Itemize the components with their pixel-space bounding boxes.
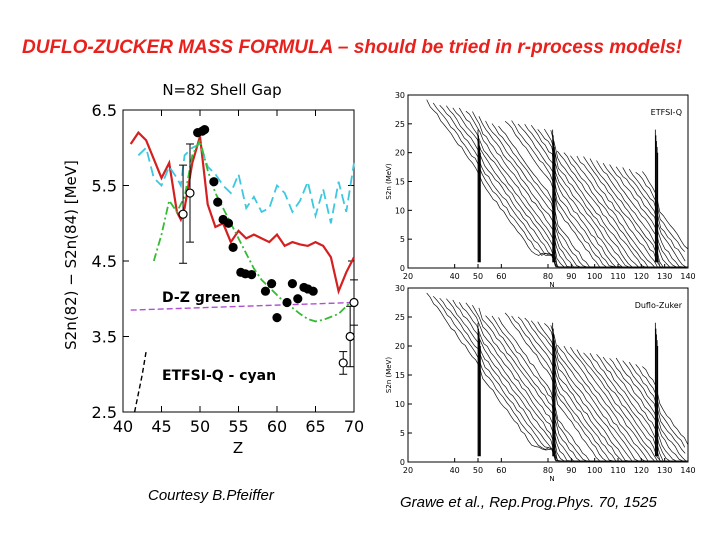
open-data-point: [185, 188, 195, 198]
series-line-etfsi-q: [137, 142, 355, 224]
x-tick-label: 110: [610, 466, 625, 475]
x-tick-label: 60: [496, 466, 506, 475]
data-point: [200, 125, 210, 135]
x-tick-label: 80: [543, 272, 553, 281]
x-axis-label: N: [549, 475, 554, 483]
y-tick-label: 20: [395, 342, 405, 351]
isotope-chain-curve: [635, 364, 686, 448]
x-tick-label: 55: [228, 417, 248, 436]
y-axis-label: S2n (MeV): [385, 357, 393, 393]
slide-title: DUFLO-ZUCKER MASS FORMULA – should be tr…: [22, 37, 683, 58]
y-axis-label: S2n(82) − S2n(84) [MeV]: [62, 160, 80, 350]
y-axis-label: S2n (MeV): [385, 163, 393, 199]
data-point: [209, 177, 219, 187]
isotope-chain-curve: [602, 163, 688, 268]
y-tick-label: 30: [395, 91, 405, 100]
y-tick-label: 10: [395, 206, 405, 215]
isotope-chain-curve: [615, 166, 687, 268]
annotation-dz: D-Z green: [162, 290, 241, 306]
y-tick-label: 5: [400, 235, 405, 244]
isotope-chain-curve: [602, 356, 688, 462]
x-tick-label: 50: [190, 417, 210, 436]
x-tick-label: 40: [113, 417, 133, 436]
x-tick-label: 65: [305, 417, 325, 436]
y-tick-label: 20: [395, 149, 405, 158]
y-tick-label: 3.5: [92, 328, 117, 347]
chart-title: N=82 Shell Gap: [162, 81, 281, 99]
isotope-chain-curve: [635, 172, 685, 252]
x-tick-label: 110: [610, 272, 625, 281]
panel-title: ETFSI-Q: [651, 108, 682, 117]
data-point: [267, 279, 277, 289]
credit-right: Grawe et al., Rep.Prog.Phys. 70, 1525: [400, 494, 657, 511]
y-tick-label: 25: [395, 313, 405, 322]
data-point: [287, 279, 297, 289]
x-tick-label: 60: [496, 272, 506, 281]
panel-title: Duflo-Zuker: [635, 301, 683, 310]
y-tick-label: 4.5: [92, 252, 117, 271]
open-data-point: [345, 331, 355, 342]
x-tick-label: 130: [657, 272, 672, 281]
x-tick-label: 20: [403, 272, 413, 281]
x-tick-label: 90: [566, 466, 576, 475]
data-point: [246, 269, 257, 280]
data-point: [293, 294, 303, 304]
isotope-chain-curve: [622, 360, 686, 462]
x-tick-label: 45: [151, 417, 171, 436]
isotope-chain-curve: [609, 358, 687, 462]
x-tick-label: 100: [587, 466, 602, 475]
x-tick-label: 60: [267, 417, 287, 436]
series-line-d-z: [152, 137, 355, 323]
series-line-red-model: [129, 130, 355, 295]
y-tick-label: 0: [400, 458, 405, 467]
x-tick-label: 140: [680, 466, 695, 475]
y-tick-label: 15: [395, 178, 405, 187]
x-tick-label: 140: [680, 272, 695, 281]
data-point: [272, 313, 282, 323]
isotope-chain-curve: [609, 164, 687, 268]
annotation-etfsi: ETFSI-Q - cyan: [162, 368, 276, 384]
x-axis-label: Z: [233, 439, 243, 457]
open-data-point: [178, 209, 188, 219]
y-tick-label: 5.5: [92, 177, 117, 196]
data-point: [260, 286, 271, 296]
open-data-point: [338, 358, 348, 368]
y-tick-label: 2.5: [92, 403, 117, 422]
x-tick-label: 90: [566, 272, 576, 281]
x-tick-label: 50: [473, 272, 483, 281]
y-tick-label: 15: [395, 371, 405, 380]
x-tick-label: 120: [634, 272, 649, 281]
y-tick-label: 30: [395, 284, 405, 293]
x-tick-label: 120: [634, 466, 649, 475]
y-tick-label: 0: [400, 264, 405, 273]
y-tick-label: 10: [395, 400, 405, 409]
data-point: [228, 242, 238, 253]
y-tick-label: 5: [400, 429, 405, 438]
credit-left: Courtesy B.Pfeiffer: [148, 487, 274, 504]
x-tick-label: 80: [543, 466, 553, 475]
data-point: [308, 286, 318, 296]
plot-frame: [122, 109, 355, 413]
x-tick-label: 20: [403, 466, 413, 475]
x-axis-label: N: [549, 281, 554, 289]
isotope-chain-curve: [642, 171, 689, 250]
series-line-flat-magenta: [130, 301, 355, 311]
x-tick-label: 70: [344, 417, 364, 436]
x-tick-label: 40: [450, 272, 460, 281]
data-point: [213, 197, 223, 207]
isotope-chain-curve: [642, 366, 689, 445]
x-tick-label: 40: [450, 466, 460, 475]
y-tick-label: 6.5: [92, 101, 117, 120]
data-point: [223, 218, 234, 228]
data-point: [282, 297, 292, 308]
x-tick-label: 100: [587, 272, 602, 281]
x-tick-label: 130: [657, 466, 672, 475]
y-tick-label: 25: [395, 120, 405, 129]
isotope-chain-curve: [622, 167, 686, 268]
series-line-black-model: [133, 351, 147, 413]
isotope-chain-curve: [615, 357, 687, 462]
open-data-point: [349, 297, 359, 308]
x-tick-label: 50: [473, 466, 483, 475]
